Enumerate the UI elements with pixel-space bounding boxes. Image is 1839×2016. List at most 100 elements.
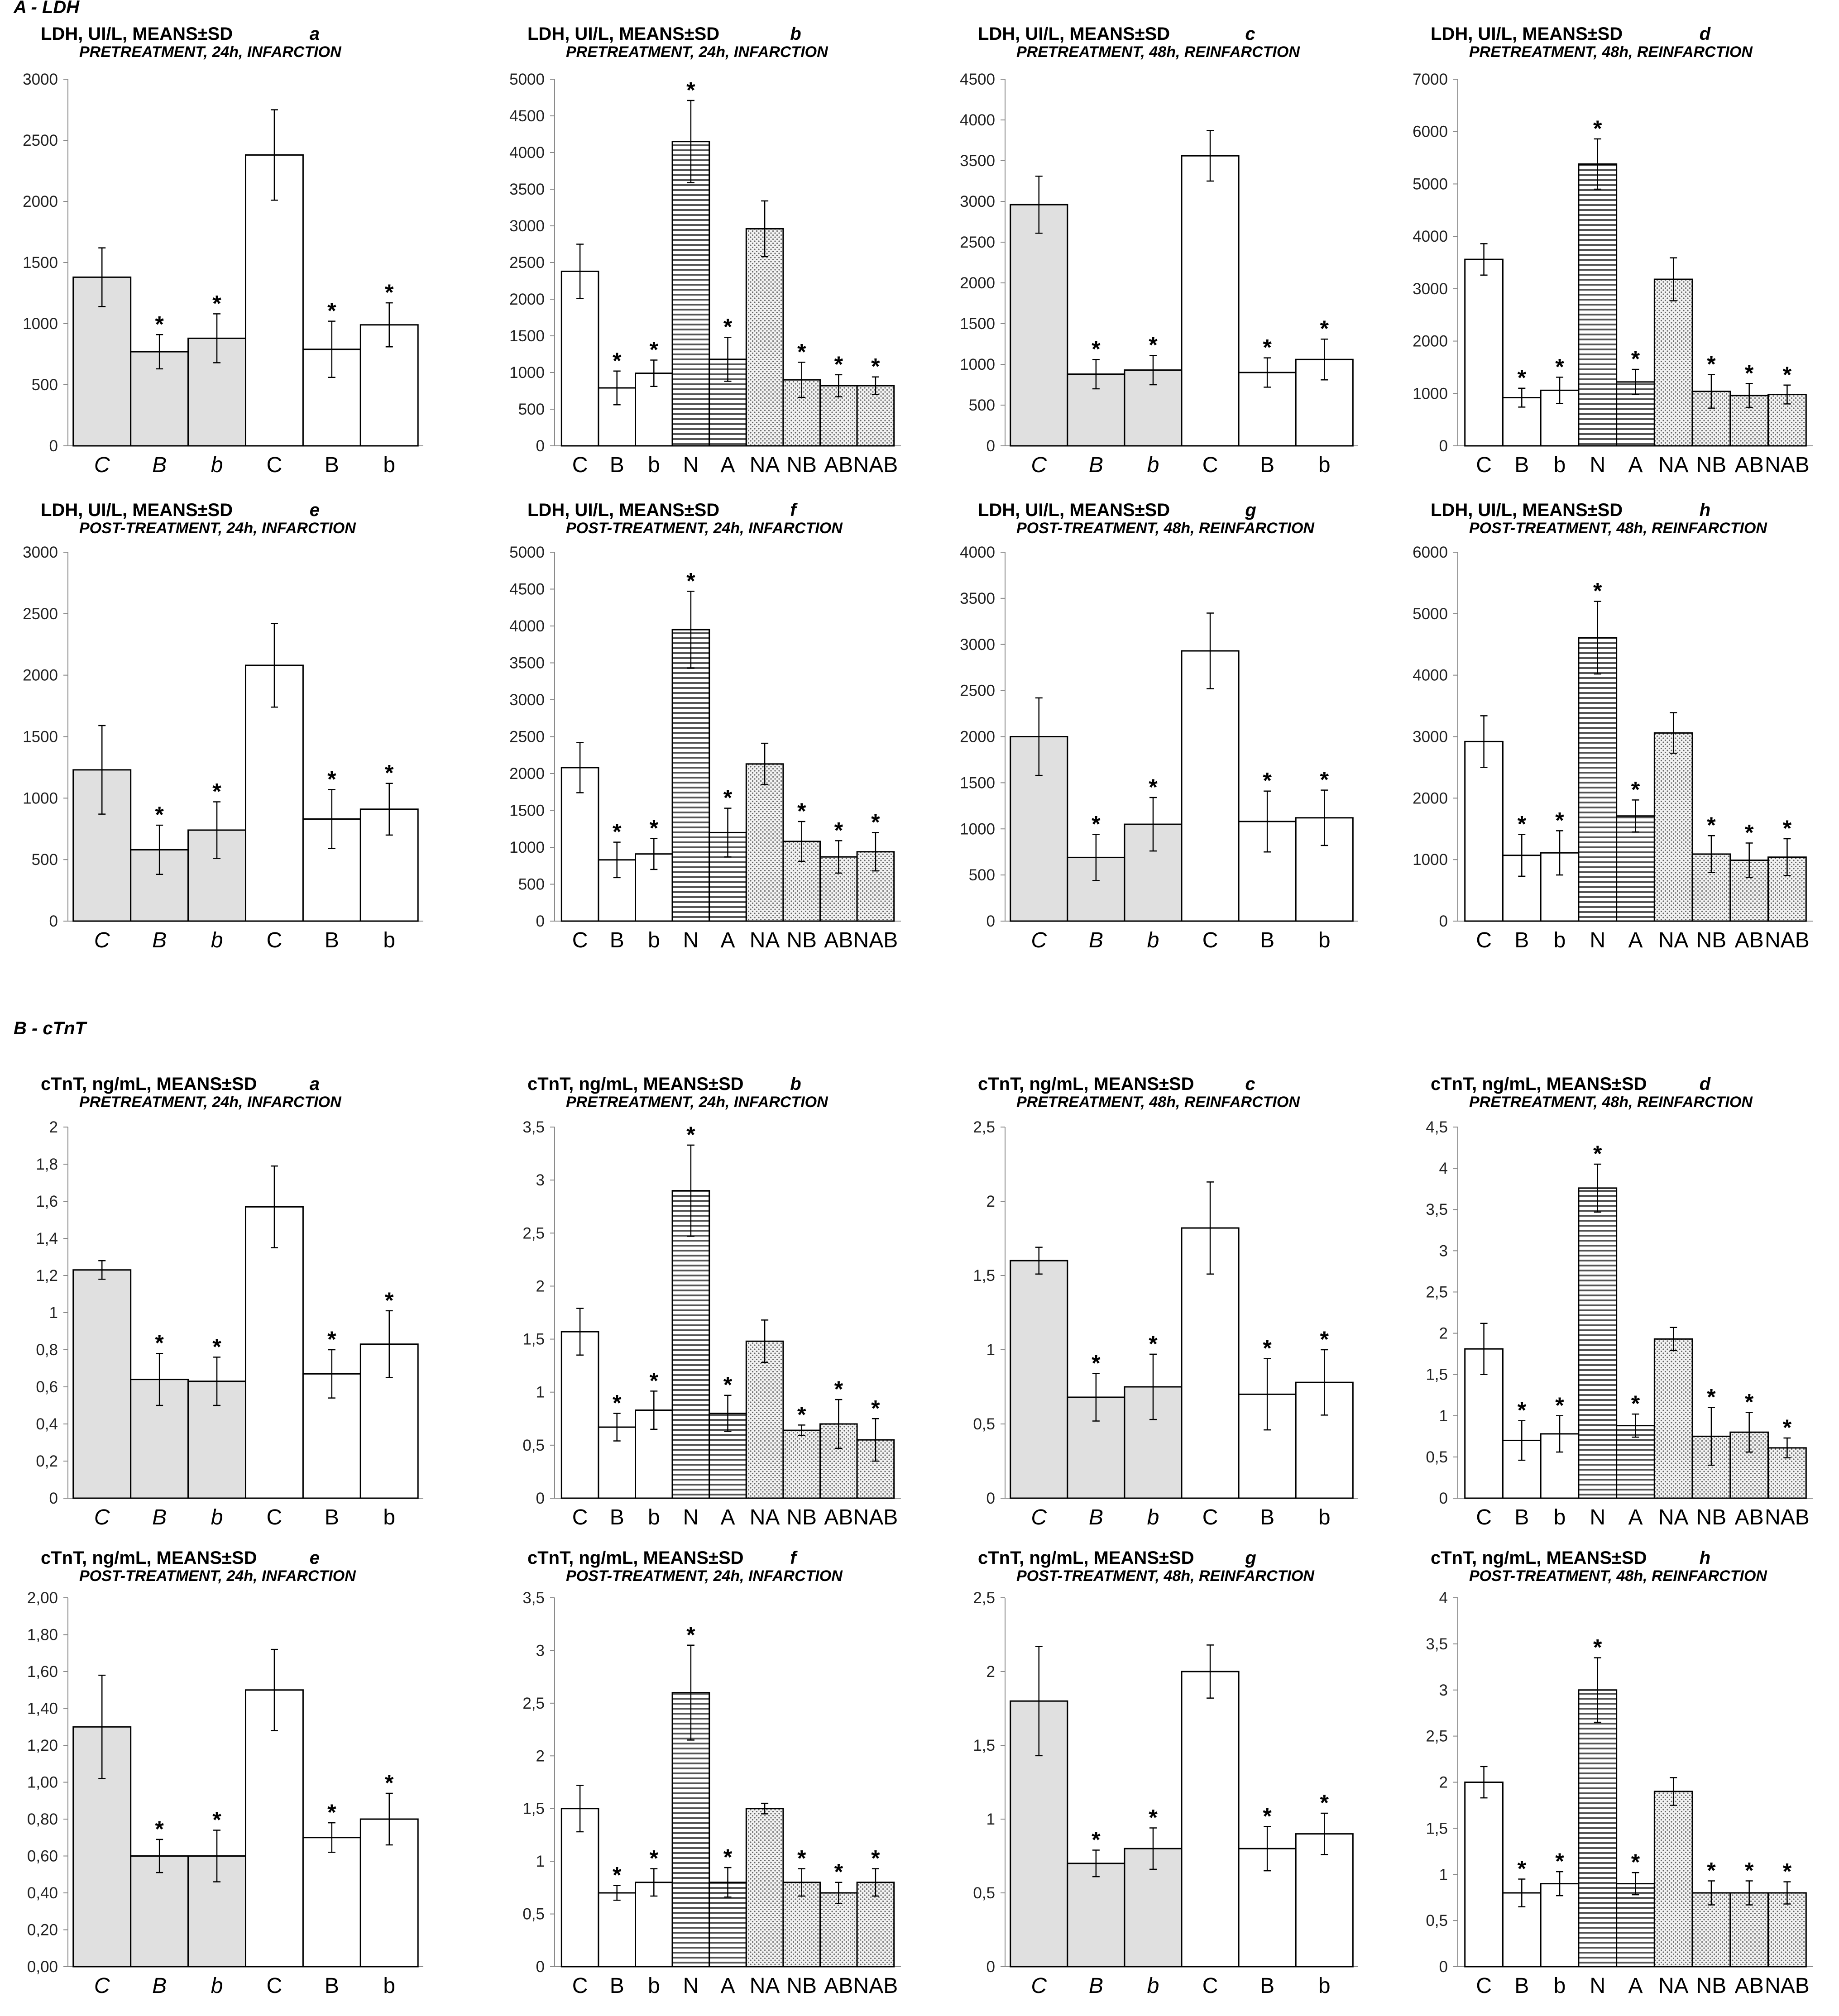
significance-star: * bbox=[797, 1845, 806, 1871]
significance-star: * bbox=[613, 819, 622, 845]
x-tick-label: C bbox=[1476, 453, 1492, 477]
chart-title: LDH, UI/L, MEANS±SD bbox=[41, 24, 233, 44]
x-tick-label: B bbox=[1514, 453, 1529, 477]
significance-star: * bbox=[212, 1807, 221, 1832]
y-tick-label: 2 bbox=[1439, 1774, 1448, 1791]
y-tick-label: 1,5 bbox=[973, 1737, 995, 1754]
x-tick-label: NB bbox=[1696, 1505, 1727, 1529]
significance-star: * bbox=[1518, 811, 1527, 836]
y-tick-label: 4000 bbox=[509, 617, 545, 635]
y-tick-label: 2 bbox=[987, 1663, 995, 1681]
chart-subtitle: PRETREATMENT, 48h, REINFARCTION bbox=[1016, 43, 1300, 61]
y-tick-label: 0,5 bbox=[973, 1884, 995, 1902]
bar-NAB bbox=[856, 385, 895, 447]
bar-B bbox=[1067, 1863, 1125, 1968]
x-tick-label: N bbox=[683, 928, 699, 952]
significance-star: * bbox=[1745, 820, 1754, 845]
x-tick-label: B bbox=[1514, 1505, 1529, 1529]
x-tick-label: B bbox=[1089, 1505, 1103, 1529]
significance-star: * bbox=[1092, 811, 1101, 836]
bar-B bbox=[302, 1837, 361, 1968]
x-tick-label: b bbox=[211, 453, 223, 477]
significance-star: * bbox=[1263, 768, 1272, 793]
significance-star: * bbox=[385, 1288, 394, 1313]
y-tick-label: 3,5 bbox=[522, 1589, 545, 1607]
chart-subtitle: PRETREATMENT, 48h, REINFARCTION bbox=[1016, 1094, 1300, 1111]
significance-star: * bbox=[1263, 1336, 1272, 1361]
significance-star: * bbox=[650, 815, 659, 841]
significance-star: * bbox=[1518, 1398, 1527, 1423]
x-tick-label: AB bbox=[1735, 1974, 1764, 1998]
y-tick-label: 1500 bbox=[23, 254, 58, 272]
x-tick-label: A bbox=[720, 453, 735, 477]
x-tick-label: B bbox=[610, 928, 624, 952]
y-tick-label: 3000 bbox=[23, 544, 58, 561]
significance-star: * bbox=[797, 1402, 806, 1427]
x-tick-label: b bbox=[211, 1974, 223, 1998]
x-tick-label: B bbox=[1514, 928, 1529, 952]
x-tick-label: B bbox=[152, 928, 167, 952]
y-tick-label: 3,5 bbox=[522, 1118, 545, 1136]
significance-star: * bbox=[1707, 1858, 1716, 1883]
y-tick-label: 0,8 bbox=[36, 1341, 58, 1359]
x-tick-label: C bbox=[1476, 1505, 1492, 1529]
chart-letter: f bbox=[790, 500, 798, 520]
x-tick-label: C bbox=[1031, 1974, 1047, 1998]
x-tick-label: N bbox=[1590, 1974, 1605, 1998]
significance-star: * bbox=[155, 1816, 164, 1842]
y-tick-label: 2 bbox=[987, 1193, 995, 1210]
chart-title: cTnT, ng/mL, MEANS±SD bbox=[41, 1548, 257, 1568]
x-tick-label: B bbox=[610, 453, 624, 477]
significance-star: * bbox=[1783, 816, 1792, 841]
bar-AB bbox=[819, 1423, 858, 1499]
significance-star: * bbox=[723, 1844, 733, 1870]
significance-star: * bbox=[871, 809, 880, 835]
y-tick-label: 1000 bbox=[1413, 851, 1448, 869]
significance-star: * bbox=[155, 311, 164, 337]
y-tick-label: 1,5 bbox=[522, 1800, 545, 1818]
y-tick-label: 3000 bbox=[960, 636, 995, 654]
significance-star: * bbox=[723, 1372, 733, 1398]
y-tick-label: 4500 bbox=[509, 107, 545, 125]
x-tick-label: b bbox=[1147, 1505, 1159, 1529]
bar-NA bbox=[1653, 1338, 1693, 1499]
section-title-ctnt: B - cTnT bbox=[14, 1018, 86, 1038]
y-tick-label: 0,5 bbox=[1426, 1448, 1448, 1466]
y-tick-label: 1,6 bbox=[36, 1193, 58, 1210]
y-tick-label: 0 bbox=[987, 912, 995, 930]
bar-A bbox=[1616, 815, 1655, 922]
section-title-ldh: A - LDH bbox=[14, 0, 80, 17]
significance-star: * bbox=[1518, 365, 1527, 391]
bar-C bbox=[72, 1269, 132, 1499]
chart-letter: e bbox=[310, 1548, 320, 1568]
significance-star: * bbox=[1149, 774, 1158, 800]
significance-star: * bbox=[1263, 1803, 1272, 1829]
x-tick-label: b bbox=[1554, 1974, 1566, 1998]
y-tick-label: 2,00 bbox=[27, 1589, 58, 1607]
y-tick-label: 0 bbox=[987, 1958, 995, 1976]
significance-star: * bbox=[212, 291, 221, 316]
y-tick-label: 3,5 bbox=[1426, 1201, 1448, 1218]
y-tick-label: 0 bbox=[536, 1958, 545, 1976]
y-tick-label: 1000 bbox=[960, 820, 995, 838]
bar-C bbox=[560, 1808, 599, 1968]
bar-C bbox=[1181, 650, 1240, 922]
bar-NA bbox=[745, 1808, 784, 1968]
y-tick-label: 0 bbox=[536, 437, 545, 455]
y-tick-label: 0,5 bbox=[522, 1437, 545, 1454]
y-tick-label: 0 bbox=[1439, 1490, 1448, 1507]
x-tick-label: b bbox=[1318, 453, 1331, 477]
y-tick-label: 2,5 bbox=[1426, 1283, 1448, 1301]
x-tick-label: b bbox=[1147, 928, 1159, 952]
x-tick-label: B bbox=[325, 453, 339, 477]
x-tick-label: AB bbox=[824, 1974, 853, 1998]
y-tick-label: 2000 bbox=[960, 728, 995, 746]
y-tick-label: 2000 bbox=[1413, 789, 1448, 807]
bar-N bbox=[671, 629, 710, 922]
bar-A bbox=[1616, 1883, 1655, 1968]
y-tick-label: 1,5 bbox=[1426, 1366, 1448, 1384]
y-tick-label: 2 bbox=[1439, 1325, 1448, 1342]
